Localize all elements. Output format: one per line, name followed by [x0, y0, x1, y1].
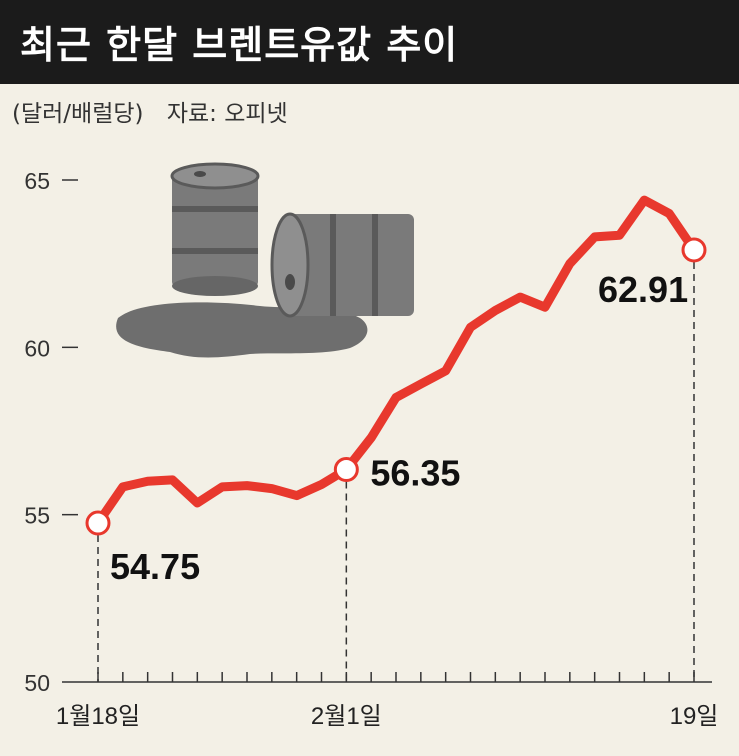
- source-label: 자료: 오피넷: [166, 101, 288, 127]
- oil-barrels-illustration: [116, 162, 414, 358]
- y-tick-label: 50: [24, 670, 50, 696]
- data-label: 62.91: [598, 269, 688, 310]
- axes: 50 55 60 65 1월18일 2월1일 19일: [24, 168, 718, 730]
- data-label: 56.35: [370, 452, 460, 493]
- standing-barrel-icon: [170, 162, 260, 296]
- series-group: [93, 195, 699, 528]
- subtitle-row: (달러/배럴당) 자료: 오피넷: [12, 94, 304, 128]
- chart-title: 최근 한달 브렌트유값 추이: [20, 23, 459, 67]
- y-tick-label: 60: [24, 335, 50, 361]
- series-line: [93, 195, 699, 528]
- tipped-barrel-icon: [270, 212, 414, 318]
- annotations-group: 54.75 56.35 62.91: [85, 237, 707, 587]
- guide-lines: [97, 261, 695, 682]
- oil-spill-shape: [116, 302, 368, 358]
- data-point-marker: [681, 237, 707, 263]
- x-tick-label: 2월1일: [311, 703, 382, 730]
- y-tick-label: 55: [24, 503, 50, 529]
- unit-label: (달러/배럴당): [12, 101, 144, 127]
- x-tick-label: 19일: [670, 703, 719, 730]
- data-label: 54.75: [110, 546, 200, 587]
- title-bar: 최근 한달 브렌트유값 추이: [0, 0, 739, 84]
- y-tick-label: 65: [24, 168, 50, 194]
- data-point-marker: [333, 456, 359, 482]
- x-tick-label: 1월18일: [56, 703, 140, 730]
- data-point-marker: [85, 510, 111, 536]
